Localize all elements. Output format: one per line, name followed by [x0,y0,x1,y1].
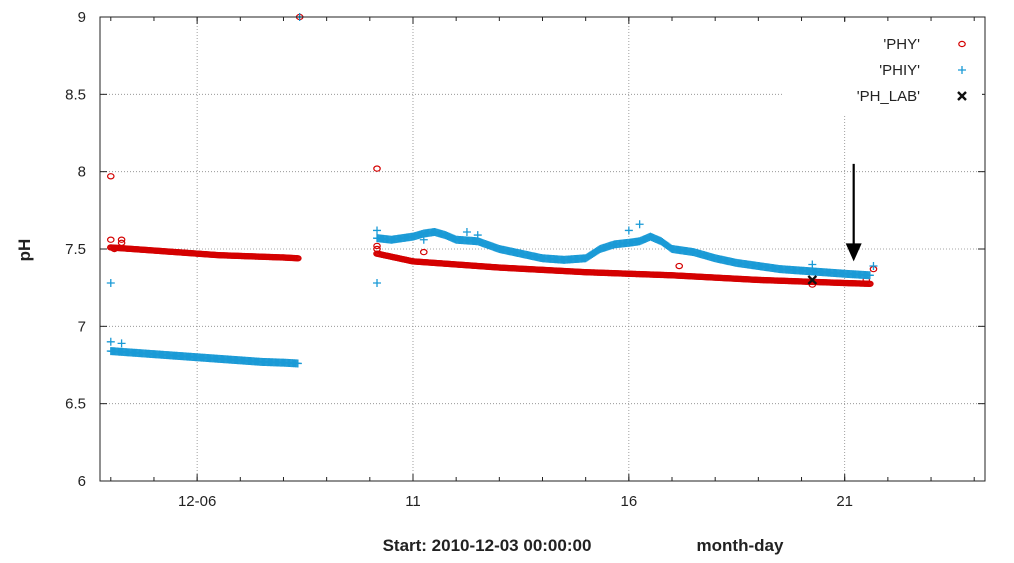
arrow-annotation [845,163,862,262]
legend: 'PHY' 'PHIY' 'PH_LAB' [782,22,982,114]
legend-marker-phiy [958,66,966,74]
legend-marker-phy [958,40,966,48]
y-tick-label: 7.5 [65,241,86,258]
data-point-outlier [419,248,428,256]
data-point-outlier [373,226,382,235]
data-point-outlier [624,226,633,235]
data-point-outlier [106,236,115,243]
data-point-outlier [808,260,817,269]
data-point-outlier [110,245,119,253]
data-point-outlier [106,337,115,346]
data-point-outlier [117,239,126,247]
legend-marker-ph-lab [957,91,967,101]
arrow-head [845,243,862,262]
data-point-outlier [106,173,115,180]
x-tick-label: 12-06 [178,493,216,510]
data-point-outlier [869,262,878,271]
data-point-outlier [675,262,684,270]
data-point-outlier [117,236,126,243]
x-tick-label: 16 [620,493,637,510]
data-point [293,359,302,368]
series-phiy [106,13,878,368]
data-point [294,255,302,262]
y-tick-label: 8 [78,164,86,181]
data-point-outlier [462,227,471,236]
x-ticks: 12-06 11 16 21 [110,17,975,510]
data-point-outlier [117,339,126,348]
data-point-outlier [373,242,381,250]
series-ph-lab [807,275,818,285]
y-tick-label: 6.5 [65,396,86,413]
data-point-outlier [373,279,382,288]
data-point-outlier [106,279,115,288]
data-point [807,275,818,285]
y-tick-label: 8.5 [65,86,86,103]
series-phy [106,13,878,288]
x-tick-label: 11 [405,493,421,510]
data-point-outlier [473,231,482,240]
data-point-outlier [419,235,428,244]
data-point-outlier [635,220,644,229]
annotations [845,163,862,262]
legend-label-phiy: 'PHIY' [879,62,920,79]
legend-background [782,22,982,114]
series-layer [106,13,878,368]
data-point-outlier [373,245,381,253]
y-axis-label: pH [15,239,34,262]
y-tick-label: 7 [78,318,86,335]
x-axis-label-start: Start: 2010-12-03 00:00:00 [383,536,592,555]
data-point-outlier [373,165,381,172]
y-tick-label: 9 [78,9,86,26]
grid [100,17,985,481]
y-tick-label: 6 [78,473,86,490]
x-tick-label: 21 [836,493,853,510]
x-axis-label-unit: month-day [697,536,784,555]
legend-label-phy: 'PHY' [883,36,920,53]
legend-label-ph-lab: 'PH_LAB' [857,88,920,105]
y-ticks: 6 6.5 7 7.5 8 8.5 9 [65,9,985,490]
plot-frame [99,16,986,482]
data-point [865,271,874,280]
